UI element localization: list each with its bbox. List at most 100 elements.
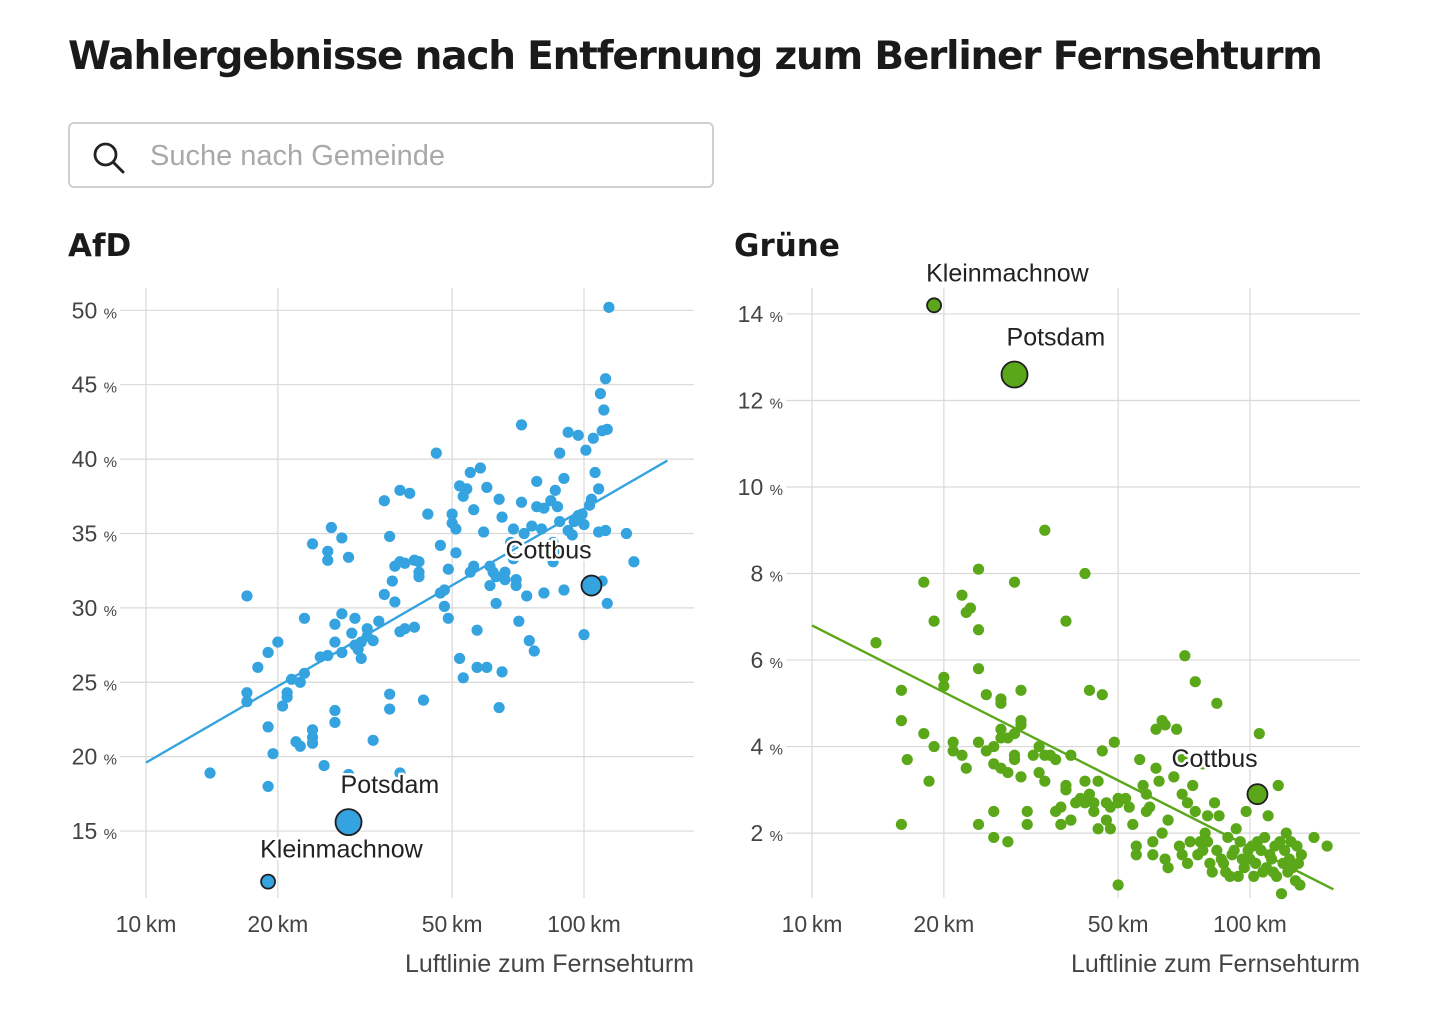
- data-point: [1150, 762, 1162, 774]
- data-point: [1211, 697, 1223, 709]
- data-point: [329, 716, 341, 729]
- data-point: [1147, 836, 1159, 848]
- data-point: [562, 426, 574, 438]
- data-point: [1008, 753, 1021, 766]
- afd-scatter-chart: 10 km 20 km 50 km 100 km 15 % 20 % 25 % 30 % 35 …: [72, 288, 694, 978]
- data-point: [528, 645, 540, 657]
- data-point: [995, 693, 1007, 705]
- data-point: [457, 672, 469, 684]
- data-point: [947, 736, 959, 748]
- data-point: [1228, 844, 1240, 857]
- search-box[interactable]: [68, 122, 714, 188]
- data-point: [1259, 831, 1271, 844]
- data-point: [995, 723, 1007, 735]
- y-tick-label: 15 %: [72, 818, 117, 844]
- data-point: [1308, 831, 1320, 844]
- data-point: [593, 483, 605, 495]
- data-point: [262, 721, 274, 733]
- data-point: [329, 704, 341, 717]
- data-point: [490, 571, 502, 583]
- data-point: [938, 671, 950, 683]
- data-point: [551, 501, 564, 513]
- data-point: [442, 612, 454, 624]
- data-point: [972, 818, 985, 831]
- data-point: [1039, 775, 1051, 787]
- data-point: [481, 661, 493, 673]
- data-point: [394, 767, 406, 779]
- data-point: [1240, 805, 1252, 818]
- data-point: [490, 597, 502, 610]
- data-point: [1197, 758, 1209, 770]
- data-point: [923, 775, 935, 787]
- data-point: [972, 736, 985, 748]
- data-point: [373, 615, 385, 627]
- data-point: [276, 700, 289, 712]
- data-point: [454, 652, 466, 665]
- data-point: [1021, 805, 1033, 818]
- data-point: [241, 590, 253, 602]
- y-tick-label: 14 %: [738, 301, 783, 327]
- data-point: [306, 538, 319, 550]
- data-point: [399, 557, 411, 569]
- x-tick-label: 100 km: [547, 911, 621, 937]
- data-point: [1108, 736, 1120, 748]
- data-point: [601, 597, 613, 610]
- data-point: [461, 483, 473, 495]
- data-point: [384, 530, 396, 543]
- data-point: [1079, 775, 1091, 787]
- data-point: [252, 661, 264, 673]
- y-tick-label: 6 %: [750, 647, 783, 673]
- data-point: [1179, 650, 1191, 662]
- data-point: [378, 588, 390, 601]
- y-tick-label: 20 %: [72, 744, 117, 770]
- data-point: [1027, 749, 1039, 761]
- data-point: [521, 590, 533, 602]
- data-points: [204, 301, 640, 793]
- data-point: [507, 553, 520, 565]
- data-point: [526, 520, 538, 532]
- data-point: [572, 429, 584, 441]
- data-point: [413, 556, 425, 568]
- data-point: [1199, 827, 1211, 839]
- x-axis-label: Luftlinie zum Fernsehturm: [405, 950, 694, 978]
- data-point: [204, 767, 216, 779]
- data-point: [322, 554, 334, 566]
- data-point: [515, 419, 528, 431]
- data-point: [318, 759, 330, 772]
- data-point: [1217, 857, 1230, 869]
- data-point: [507, 523, 520, 535]
- page-title: Wahlergebnisse nach Entfernung zum Berli…: [68, 34, 1323, 79]
- data-point: [1083, 684, 1096, 696]
- data-point: [1189, 805, 1201, 818]
- data-point: [394, 484, 406, 496]
- data-point: [1156, 827, 1168, 839]
- data-point: [438, 600, 450, 612]
- data-point: [422, 508, 434, 520]
- data-point: [499, 574, 511, 586]
- data-point: [446, 508, 458, 520]
- data-point: [298, 612, 311, 624]
- y-tick-label: 8 %: [750, 561, 783, 587]
- data-point: [1055, 818, 1067, 831]
- data-point: [918, 728, 930, 740]
- data-point: [1096, 745, 1108, 757]
- data-point: [547, 536, 559, 549]
- data-point: [294, 740, 306, 752]
- data-point: [1147, 849, 1159, 861]
- data-point: [1294, 879, 1306, 891]
- data-point: [1083, 788, 1096, 800]
- gruene-scatter-chart: 10 km 20 km 50 km 100 km 2 % 4 % 6 % 8 % 10 % 12 …: [738, 257, 1360, 978]
- data-point: [378, 495, 390, 507]
- data-point: [408, 621, 420, 633]
- trend-line: [811, 624, 1334, 891]
- data-point: [329, 618, 341, 630]
- data-point: [515, 496, 528, 508]
- data-point: [1079, 567, 1091, 580]
- data-point: [589, 466, 601, 479]
- highlight-point-cottbus: [1246, 783, 1269, 806]
- highlight-label-cottbus: Cottbus: [1171, 745, 1257, 773]
- search-input[interactable]: [150, 134, 690, 178]
- data-point: [1187, 779, 1199, 792]
- highlight-label-kleinmachnow: Kleinmachnow: [926, 259, 1090, 287]
- data-point: [1008, 576, 1021, 588]
